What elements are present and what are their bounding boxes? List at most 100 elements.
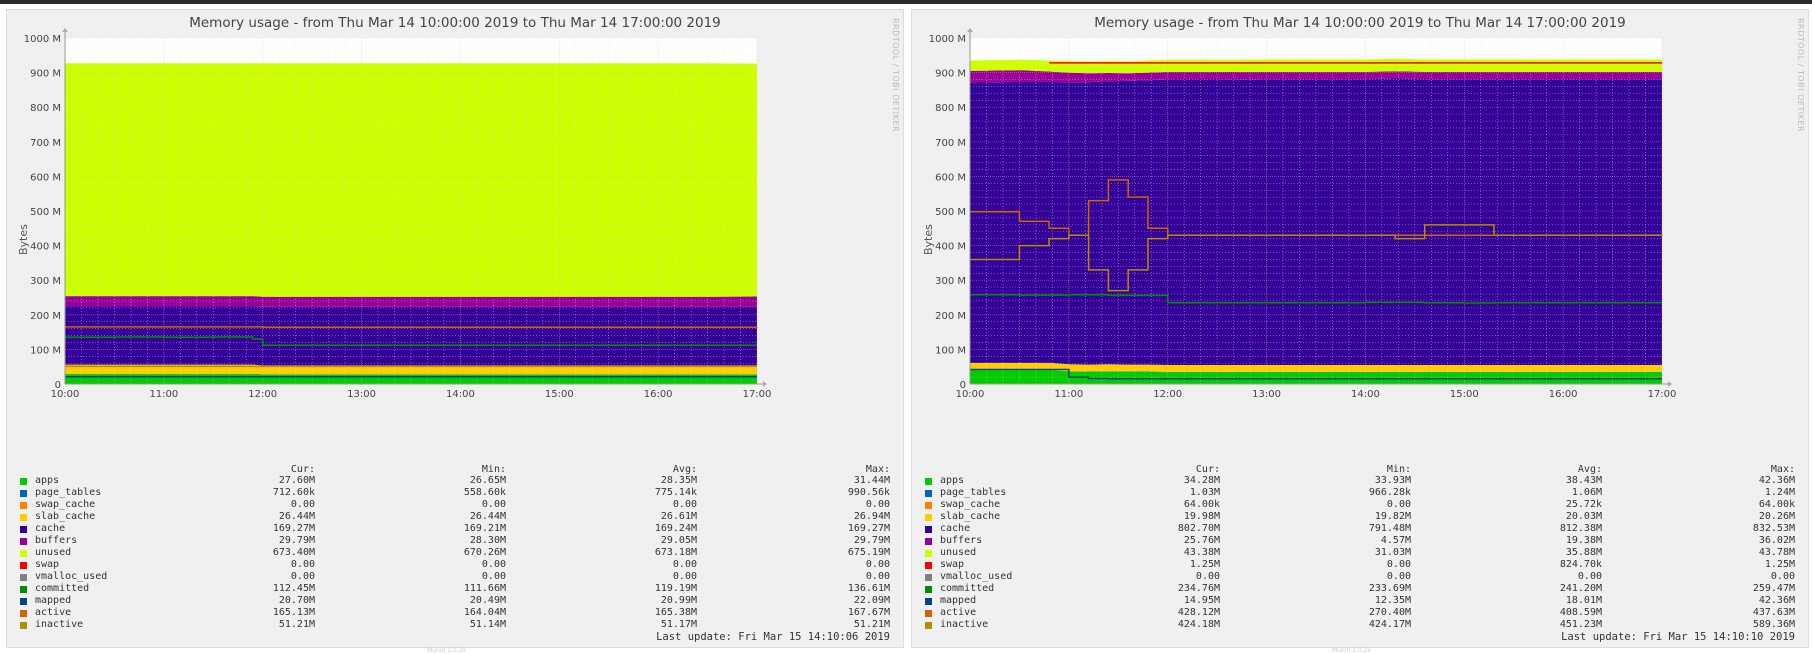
y-tick-label: 300 M bbox=[935, 276, 966, 287]
legend-swatch bbox=[925, 586, 932, 593]
legend-name: swap_cache bbox=[940, 499, 1000, 511]
legend-value-cur: 14.95M bbox=[1100, 595, 1220, 607]
x-tick-label: 12:00 bbox=[1153, 389, 1182, 400]
legend-value-max: 0.00 bbox=[1675, 571, 1795, 583]
legend-value-cur: 25.76M bbox=[1100, 535, 1220, 547]
legend-column-cur: Cur: bbox=[1100, 464, 1220, 475]
legend-value-min: 12.35M bbox=[1291, 595, 1411, 607]
legend-value-avg: 775.14k bbox=[577, 487, 697, 499]
y-tick-label: 500 M bbox=[935, 207, 966, 218]
x-tick-label: 13:00 bbox=[1252, 389, 1281, 400]
legend-value-max: 169.27M bbox=[770, 523, 890, 535]
legend-value-min: 26.65M bbox=[386, 475, 506, 487]
legend-value-cur: 1.03M bbox=[1100, 487, 1220, 499]
legend-value-avg: 0.00 bbox=[1482, 571, 1602, 583]
legend-value-max: 31.44M bbox=[770, 475, 890, 487]
x-tick-label: 15:00 bbox=[1450, 389, 1479, 400]
legend-value-min: 169.21M bbox=[386, 523, 506, 535]
y-tick-label: 400 M bbox=[935, 242, 966, 253]
y-tick-label: 600 M bbox=[30, 172, 61, 183]
legend-value-max: 832.53M bbox=[1675, 523, 1795, 535]
legend-swatch bbox=[20, 598, 27, 605]
legend-name: unused bbox=[35, 547, 71, 559]
legend-value-avg: 25.72k bbox=[1482, 499, 1602, 511]
legend-swatch bbox=[925, 526, 932, 533]
legend-value-avg: 20.03M bbox=[1482, 511, 1602, 523]
x-tick-label: 14:00 bbox=[1351, 389, 1380, 400]
legend-name: inactive bbox=[940, 619, 988, 631]
x-tick-label: 11:00 bbox=[149, 389, 178, 400]
legend-swatch bbox=[20, 526, 27, 533]
legend-value-max: 36.02M bbox=[1675, 535, 1795, 547]
legend-value-cur: 43.38M bbox=[1100, 547, 1220, 559]
legend-value-avg: 18.01M bbox=[1482, 595, 1602, 607]
x-tick-label: 14:00 bbox=[446, 389, 475, 400]
munin-footer: Munin 2.0.2x bbox=[427, 647, 466, 654]
legend-value-max: 26.94M bbox=[770, 511, 890, 523]
legend-swatch bbox=[925, 550, 932, 557]
legend-column-cur: Cur: bbox=[195, 464, 315, 475]
legend-value-avg: 35.88M bbox=[1482, 547, 1602, 559]
y-tick-label: 900 M bbox=[30, 69, 61, 80]
legend-value-max: 1.25M bbox=[1675, 559, 1795, 571]
legend-name: cache bbox=[940, 523, 970, 535]
y-tick-label: 700 M bbox=[935, 138, 966, 149]
x-tick-label: 10:00 bbox=[956, 389, 985, 400]
legend-value-avg: 51.17M bbox=[577, 619, 697, 631]
legend-column-max: Max: bbox=[770, 464, 890, 475]
y-tick-label: 100 M bbox=[935, 345, 966, 356]
x-tick-label: 10:00 bbox=[51, 389, 80, 400]
x-axis-arrow bbox=[763, 381, 767, 387]
legend-value-max: 20.26M bbox=[1675, 511, 1795, 523]
legend-value-min: 111.66M bbox=[386, 583, 506, 595]
rrdtool-watermark: RRDTOOL / TOBI OETIKER bbox=[1796, 18, 1805, 132]
legend-name: buffers bbox=[35, 535, 77, 547]
legend-value-avg: 26.61M bbox=[577, 511, 697, 523]
x-tick-label: 13:00 bbox=[347, 389, 376, 400]
legend-value-cur: 0.00 bbox=[1100, 571, 1220, 583]
legend-swatch bbox=[20, 490, 27, 497]
legend-value-avg: 28.35M bbox=[577, 475, 697, 487]
legend-value-min: 28.30M bbox=[386, 535, 506, 547]
legend-value-avg: 824.70k bbox=[1482, 559, 1602, 571]
x-tick-label: 15:00 bbox=[545, 389, 574, 400]
legend-value-min: 19.82M bbox=[1291, 511, 1411, 523]
y-tick-label: 800 M bbox=[935, 103, 966, 114]
legend-value-max: 437.63M bbox=[1675, 607, 1795, 619]
legend-value-min: 20.49M bbox=[386, 595, 506, 607]
legend-name: apps bbox=[940, 475, 964, 487]
legend-value-cur: 165.13M bbox=[195, 607, 315, 619]
legend-value-min: 270.40M bbox=[1291, 607, 1411, 619]
y-axis-label: Bytes bbox=[922, 224, 935, 255]
legend-name: swap bbox=[35, 559, 59, 571]
legend-swatch bbox=[20, 610, 27, 617]
legend-value-min: 4.57M bbox=[1291, 535, 1411, 547]
legend-value-cur: 34.28M bbox=[1100, 475, 1220, 487]
legend-value-cur: 673.40M bbox=[195, 547, 315, 559]
legend-value-cur: 1.25M bbox=[1100, 559, 1220, 571]
y-tick-label: 800 M bbox=[30, 103, 61, 114]
legend-swatch bbox=[20, 478, 27, 485]
legend-value-max: 1.24M bbox=[1675, 487, 1795, 499]
legend-swatch bbox=[20, 550, 27, 557]
legend-value-max: 136.61M bbox=[770, 583, 890, 595]
legend-value-min: 966.28k bbox=[1291, 487, 1411, 499]
legend-value-min: 558.60k bbox=[386, 487, 506, 499]
legend-value-avg: 169.24M bbox=[577, 523, 697, 535]
legend-column-avg: Avg: bbox=[1482, 464, 1602, 475]
legend-swatch bbox=[20, 562, 27, 569]
legend-value-min: 0.00 bbox=[386, 559, 506, 571]
legend-value-min: 31.03M bbox=[1291, 547, 1411, 559]
y-tick-label: 300 M bbox=[30, 276, 61, 287]
legend-value-max: 589.36M bbox=[1675, 619, 1795, 631]
legend-swatch bbox=[925, 622, 932, 629]
legend-value-cur: 234.76M bbox=[1100, 583, 1220, 595]
legend-value-max: 990.56k bbox=[770, 487, 890, 499]
legend-value-avg: 241.20M bbox=[1482, 583, 1602, 595]
legend-value-avg: 165.38M bbox=[577, 607, 697, 619]
legend-value-min: 0.00 bbox=[386, 499, 506, 511]
legend-swatch bbox=[925, 562, 932, 569]
legend-value-cur: 428.12M bbox=[1100, 607, 1220, 619]
legend-value-cur: 29.79M bbox=[195, 535, 315, 547]
legend-value-avg: 451.23M bbox=[1482, 619, 1602, 631]
